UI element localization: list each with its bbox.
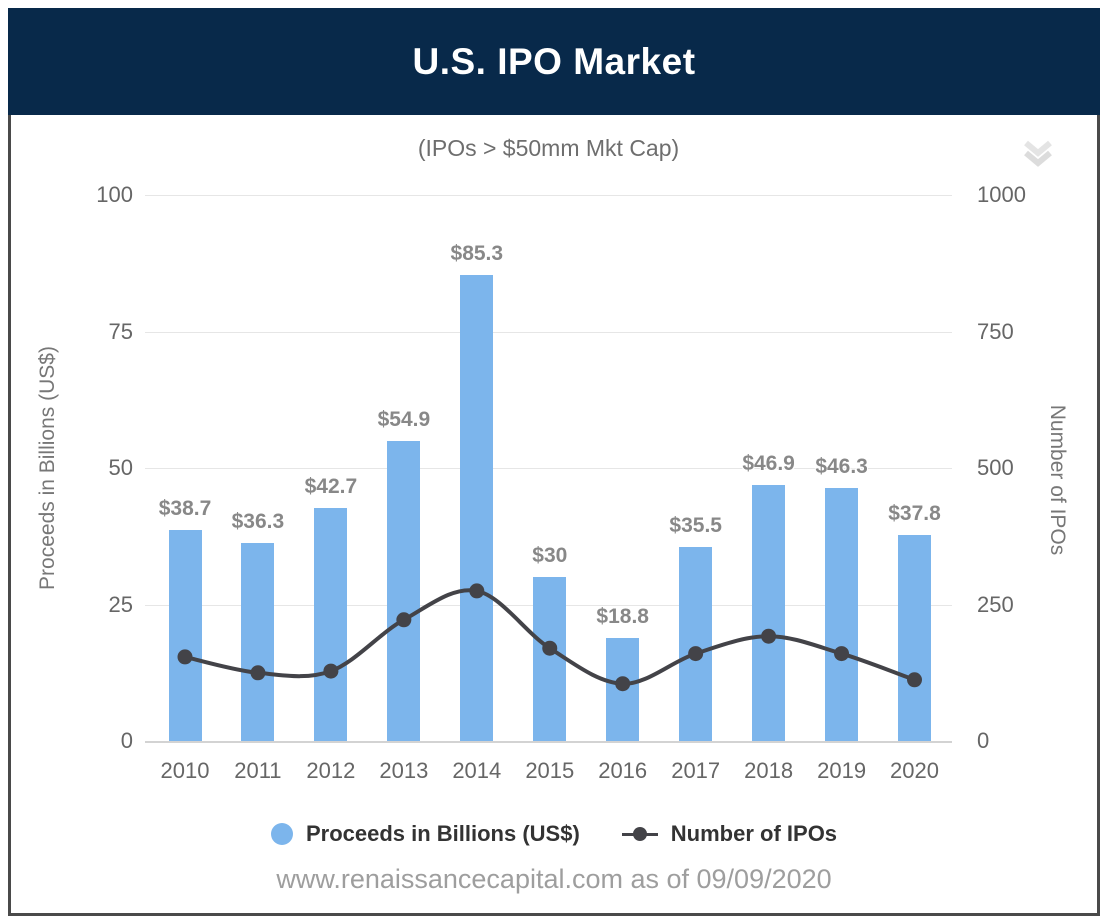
bar-2020[interactable] (898, 534, 931, 741)
x-tick-label-2010: 2010 (160, 758, 210, 783)
bar-value-label-2012: $42.7 (304, 474, 358, 498)
line-marker-2010[interactable] (177, 649, 193, 665)
bar-2015[interactable] (533, 577, 567, 741)
x-tick-label-2019: 2019 (817, 758, 867, 783)
x-tick-label-2016: 2016 (598, 758, 648, 783)
ipo-count-line-layer (177, 583, 922, 692)
gridline (145, 195, 952, 196)
bar-value-label-2015: $30 (532, 544, 568, 568)
legend-label-proceeds: Proceeds in Billions (US$) (305, 821, 580, 846)
y-tick-label-right: 0 (977, 728, 990, 753)
chart-subtitle: (IPOs > $50mm Mkt Cap) (417, 135, 680, 161)
bar-2012[interactable] (314, 507, 348, 741)
bar-value-label-2010: $38.7 (158, 496, 212, 520)
x-tick-label-2011: 2011 (234, 758, 282, 783)
y-tick-label-left: 0 (120, 728, 133, 753)
bar-2014[interactable] (460, 275, 494, 741)
legend: Proceeds in Billions (US$) Number of IPO… (11, 817, 1097, 851)
y-tick-label-left: 25 (108, 591, 133, 617)
bar-value-label-2016: $18.8 (596, 605, 649, 629)
x-tick-label-2018: 2018 (744, 758, 794, 783)
legend-item-proceeds[interactable]: Proceeds in Billions (US$) (270, 821, 580, 847)
ipos-series-marker-icon (621, 826, 658, 842)
left-axis-title: Proceeds in Billions (US$) (36, 346, 59, 590)
y-tick-label-right: 250 (977, 591, 1014, 617)
gridline (145, 331, 952, 333)
x-axis-line (145, 741, 952, 743)
bar-value-label-2020: $37.8 (888, 501, 941, 525)
line-marker-2016[interactable] (615, 676, 631, 692)
line-marker-2014[interactable] (469, 583, 485, 599)
bar-2018[interactable] (752, 484, 786, 741)
chevron-double-down-icon[interactable] (1022, 140, 1054, 170)
bar-value-label-2017: $35.5 (669, 514, 722, 538)
x-tick-label-2020: 2020 (890, 758, 939, 783)
bar-2013[interactable] (387, 441, 421, 741)
legend-label-ipos: Number of IPOs (670, 821, 838, 846)
y-tick-label-right: 1000 (977, 182, 1026, 207)
line-marker-2017[interactable] (688, 646, 704, 662)
y-tick-label-right: 500 (977, 455, 1014, 480)
chart-header: U.S. IPO Market (8, 8, 1100, 115)
chart-body: (IPOs > $50mm Mkt Cap) 0 0 25 250 50 500 75 750… (11, 115, 1097, 913)
line-marker-2019[interactable] (834, 646, 850, 662)
bar-value-label-2011: $36.3 (231, 509, 285, 533)
bar-2019[interactable] (825, 488, 859, 741)
x-tick-label-2012: 2012 (306, 758, 356, 783)
line-marker-2012[interactable] (323, 663, 339, 679)
ipo-count-line (184, 588, 916, 686)
line-marker-2011[interactable] (250, 665, 266, 681)
x-tick-label-2014: 2014 (452, 758, 502, 783)
bar-2011[interactable] (241, 542, 275, 741)
bar-2010[interactable] (168, 529, 202, 741)
y-tick-label-left: 75 (108, 318, 133, 344)
line-marker-2020[interactable] (907, 672, 922, 688)
bar-value-label-2013: $54.9 (377, 408, 431, 432)
x-tick-label-2015: 2015 (525, 758, 575, 783)
proceeds-series-marker-icon (270, 823, 293, 845)
x-tick-label-2013: 2013 (379, 758, 429, 783)
plot-area: 0 0 25 250 50 500 75 750 100 1000 $38.7 2010 $36.3 20… (11, 115, 1097, 913)
bar-2017[interactable] (679, 547, 713, 741)
line-marker-2013[interactable] (396, 612, 412, 628)
gridline (145, 468, 952, 469)
right-axis-title: Number of IPOs (1046, 404, 1069, 556)
legend-item-ipos[interactable]: Number of IPOs (621, 821, 838, 847)
bar-value-label-2014: $85.3 (450, 242, 504, 266)
bar-value-label-2019: $46.3 (815, 455, 868, 479)
y-tick-label-left: 50 (108, 455, 133, 480)
bar-value-label-2018: $46.9 (742, 451, 795, 475)
y-tick-label-right: 750 (977, 318, 1014, 344)
line-marker-2018[interactable] (761, 628, 777, 644)
source-footer: www.renaissancecapital.com as of 09/09/2… (276, 864, 832, 894)
line-marker-2015[interactable] (542, 640, 558, 656)
x-tick-label-2017: 2017 (671, 758, 721, 783)
y-tick-label-left: 100 (96, 182, 133, 207)
chart-card: U.S. IPO Market (IPOs > $50mm Mkt Cap) 0… (8, 8, 1100, 916)
chart-title: U.S. IPO Market (412, 40, 696, 82)
